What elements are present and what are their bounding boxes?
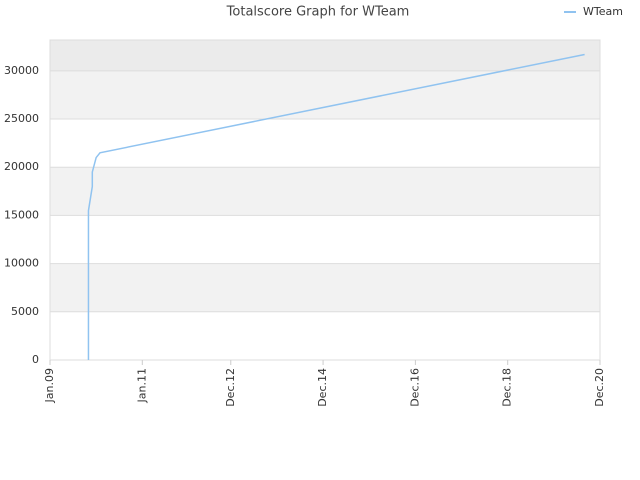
plot-band (50, 167, 600, 216)
y-tick-label: 0 (32, 353, 39, 366)
x-tick-label: Dec.14 (316, 368, 329, 407)
x-tick-label: Dec.18 (501, 368, 514, 407)
legend-label: WTeam (583, 5, 623, 18)
plot-border (49, 39, 601, 361)
plot-band (50, 215, 600, 264)
y-tick-label: 30000 (4, 64, 39, 77)
chart-title: Totalscore Graph for WTeam (226, 5, 410, 20)
y-tick-label: 10000 (4, 257, 39, 270)
plot-band (50, 40, 600, 71)
y-tick-label: 5000 (11, 305, 39, 318)
plot-band (50, 70, 600, 120)
x-tick-label: Dec.16 (408, 368, 421, 407)
plot-band (50, 263, 600, 312)
x-tick-label: Dec.12 (224, 368, 237, 407)
y-tick-label: 25000 (4, 112, 39, 125)
plot-band (50, 119, 600, 168)
data-line (87, 53, 585, 360)
x-tick-label: Dec.20 (593, 368, 606, 407)
plot-band (50, 311, 600, 360)
y-tick-label: 20000 (4, 160, 39, 173)
y-tick-label: 15000 (4, 208, 39, 221)
x-tick-label: Jan.11 (135, 368, 148, 403)
x-tick-label: Jan.09 (43, 368, 56, 403)
